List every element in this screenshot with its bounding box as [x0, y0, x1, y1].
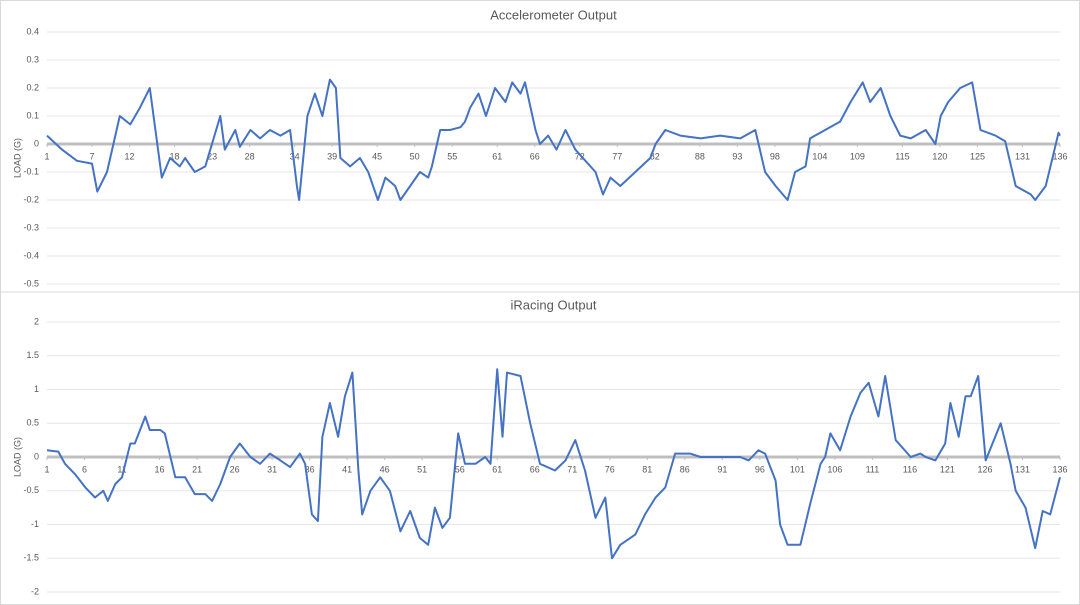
x-tick-label: 101	[790, 464, 805, 474]
x-tick-label: 12	[125, 151, 135, 161]
x-tick-label: 7	[90, 151, 95, 161]
chart-title: Accelerometer Output	[490, 7, 617, 22]
x-tick-label: 104	[812, 151, 827, 161]
x-tick-label: 34	[290, 151, 300, 161]
x-tick-label: 136	[1052, 151, 1067, 161]
x-tick-label: 71	[567, 464, 577, 474]
x-tick-label: 11	[117, 464, 126, 474]
x-tick-label: 55	[447, 151, 457, 161]
y-tick-label: 0.4	[26, 26, 39, 36]
x-tick-label: 31	[267, 464, 277, 474]
y-tick-label: -0.5	[23, 278, 39, 288]
y-tick-label: 0.5	[26, 418, 39, 428]
x-tick-label: 131	[1015, 464, 1030, 474]
x-tick-label: 51	[417, 464, 427, 474]
x-tick-label: 77	[612, 151, 622, 161]
x-tick-label: 115	[895, 151, 909, 161]
y-tick-label: 1.5	[26, 350, 39, 360]
x-tick-label: 126	[977, 464, 992, 474]
x-tick-label: 86	[680, 464, 690, 474]
x-tick-label: 18	[170, 151, 180, 161]
y-tick-label: 0	[34, 451, 39, 461]
x-tick-label: 61	[492, 151, 502, 161]
y-tick-label: -0.2	[23, 194, 39, 204]
x-tick-label: 109	[850, 151, 865, 161]
y-tick-label: -0.3	[23, 222, 39, 232]
x-tick-label: 56	[455, 464, 465, 474]
y-axis-title: LOAD (G)	[12, 437, 22, 477]
x-tick-label: 93	[732, 151, 742, 161]
x-tick-label: 41	[342, 464, 352, 474]
x-tick-label: 111	[866, 464, 880, 474]
y-tick-label: -2	[31, 586, 39, 596]
y-tick-label: 1	[34, 384, 39, 394]
x-tick-label: 72	[575, 151, 585, 161]
x-tick-label: 76	[605, 464, 615, 474]
y-tick-label: -0.4	[23, 250, 39, 260]
x-tick-label: 91	[717, 464, 727, 474]
x-tick-label: 88	[695, 151, 705, 161]
x-tick-label: 1	[44, 151, 49, 161]
x-tick-label: 26	[230, 464, 240, 474]
x-tick-label: 61	[492, 464, 502, 474]
x-tick-label: 50	[410, 151, 420, 161]
x-tick-label: 121	[940, 464, 955, 474]
y-tick-label: 0	[34, 138, 39, 148]
x-tick-label: 36	[305, 464, 315, 474]
x-tick-label: 28	[245, 151, 255, 161]
x-tick-label: 46	[380, 464, 390, 474]
y-tick-label: 2	[34, 316, 39, 326]
x-tick-label: 96	[755, 464, 765, 474]
y-tick-label: 0.2	[26, 82, 39, 92]
chart-title: iRacing Output	[511, 297, 597, 312]
x-tick-label: 131	[1015, 151, 1030, 161]
y-tick-label: -0.1	[23, 166, 39, 176]
x-tick-label: 39	[327, 151, 337, 161]
x-tick-label: 136	[1052, 464, 1067, 474]
x-tick-label: 1	[44, 464, 49, 474]
x-tick-label: 125	[970, 151, 985, 161]
x-tick-label: 23	[207, 151, 217, 161]
y-tick-label: 0.3	[26, 54, 39, 64]
x-tick-label: 98	[770, 151, 780, 161]
x-tick-label: 66	[530, 151, 540, 161]
data-line	[46, 368, 1061, 560]
data-line	[46, 78, 1061, 201]
x-tick-label: 82	[650, 151, 660, 161]
x-tick-label: 81	[642, 464, 652, 474]
y-tick-label: 0.1	[26, 110, 39, 120]
x-tick-label: 6	[82, 464, 87, 474]
x-tick-label: 45	[372, 151, 382, 161]
x-tick-label: 116	[903, 464, 917, 474]
x-tick-label: 120	[932, 151, 947, 161]
y-tick-label: -1.5	[23, 553, 39, 563]
x-tick-label: 16	[155, 464, 165, 474]
x-tick-label: 106	[827, 464, 842, 474]
y-tick-label: -0.5	[23, 485, 39, 495]
x-tick-label: 21	[192, 464, 202, 474]
y-tick-label: -1	[31, 519, 39, 529]
x-tick-label: 66	[530, 464, 540, 474]
y-axis-title: LOAD (G)	[12, 138, 22, 178]
